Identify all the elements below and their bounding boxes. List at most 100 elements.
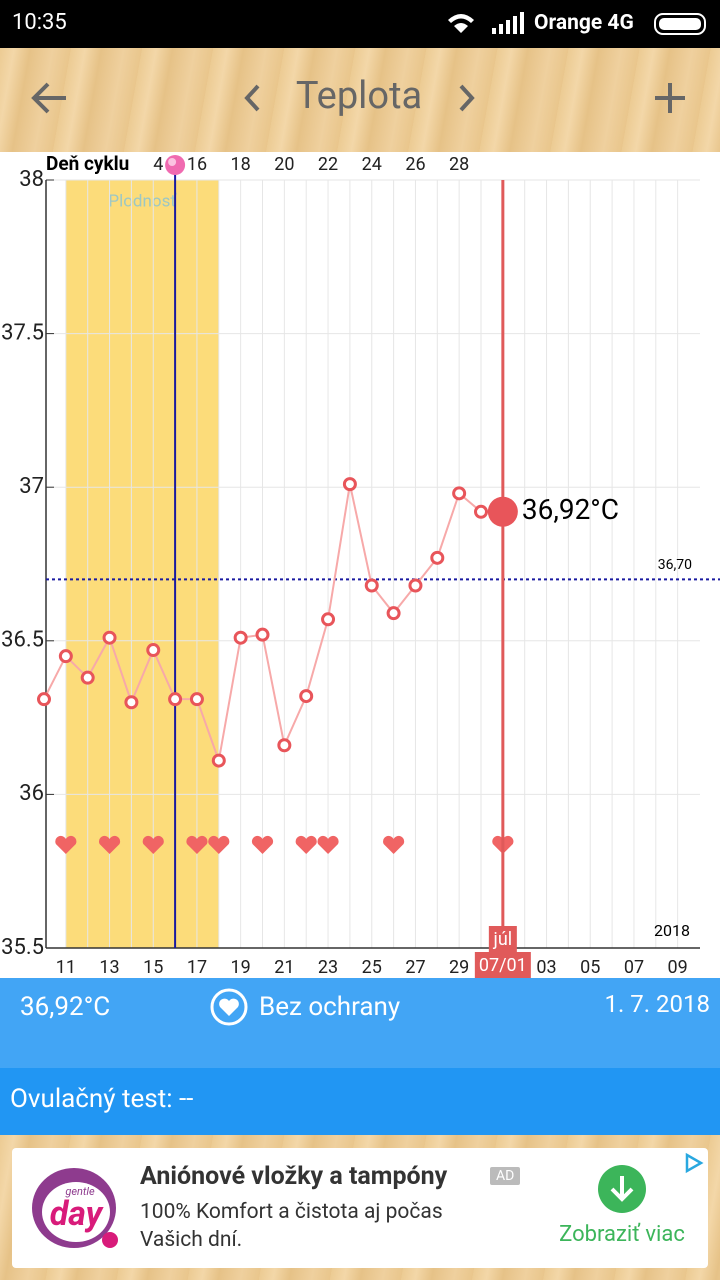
- ad-badge: AD: [490, 1167, 521, 1185]
- month-box: [488, 926, 517, 952]
- year-label: 2018: [654, 921, 690, 940]
- cycle-day-label: 16: [187, 154, 207, 175]
- x-tick-label: 25: [362, 957, 382, 978]
- prev-button[interactable]: [242, 82, 264, 114]
- ovulation-test-row[interactable]: Ovulačný test: --: [0, 1068, 720, 1135]
- cycle-day-label: 4: [153, 154, 163, 175]
- y-tick-label: 38: [19, 167, 44, 192]
- temperature-point: [430, 550, 445, 565]
- temperature-line: [43, 483, 503, 765]
- selected-point: [487, 496, 518, 527]
- cycle-day-label: 22: [318, 154, 338, 175]
- temperature-chart: Deň cyklu Plodnosť 35.5 36 36.5 37 37.5 38 36,7…: [0, 152, 720, 978]
- x-tick-label: 17: [187, 957, 207, 978]
- status-bar: 10:35 Orange 4G: [0, 0, 720, 48]
- temperature-point: [364, 578, 379, 593]
- top-axis-title: Deň cyklu: [46, 152, 129, 175]
- temperature-point: [168, 692, 183, 707]
- x-tick-label: 07/01: [479, 955, 527, 976]
- cycle-day-label: 18: [231, 154, 251, 175]
- status-time: 10:35: [12, 10, 67, 35]
- selected-date-box: [474, 952, 531, 978]
- ad-line: 100% Komfort a čistota aj počas: [140, 1200, 443, 1224]
- intercourse-heart: [55, 835, 77, 854]
- y-tick-label: 35.5: [1, 935, 44, 960]
- status-icons: [448, 12, 524, 34]
- back-button[interactable]: [30, 78, 70, 118]
- value-label: 36,92°C: [522, 493, 619, 526]
- x-tick-label: 11: [56, 957, 76, 978]
- temperature-point: [80, 670, 95, 685]
- status-carrier: Orange 4G: [534, 11, 634, 35]
- x-tick-label: 23: [318, 957, 338, 978]
- temperature-point: [189, 692, 204, 707]
- cycle-day-label: 20: [274, 154, 294, 175]
- y-tick-label: 37: [19, 474, 44, 499]
- intercourse-heart: [98, 835, 121, 854]
- summary-temperature: 36,92°C: [20, 992, 111, 1022]
- month-label: júl: [493, 929, 513, 950]
- intercourse-heart: [383, 835, 405, 854]
- temperature-point: [408, 578, 423, 593]
- x-tick-label: 13: [99, 957, 119, 978]
- next-button[interactable]: [456, 82, 478, 114]
- ovulation-marker: [165, 155, 186, 175]
- intercourse-heart: [186, 835, 208, 854]
- intercourse-heart: [295, 835, 317, 854]
- screen-title: Teplota: [295, 74, 423, 118]
- temperature-point: [58, 649, 73, 664]
- ad-download-icon: [598, 1165, 646, 1213]
- day-summary[interactable]: 36,92°C Bez ochrany 1. 7. 2018: [0, 978, 720, 1068]
- y-tick-label: 36: [19, 781, 44, 806]
- summary-protection: Bez ochrany: [259, 992, 401, 1022]
- x-tick-label: 19: [231, 957, 251, 978]
- fertile-label: Plodnosť: [108, 191, 177, 211]
- top-bar: Teplota: [0, 48, 720, 152]
- y-tick-label: 37.5: [1, 320, 44, 345]
- x-tick-label: 09: [668, 957, 688, 978]
- x-tick-label: 29: [449, 957, 469, 978]
- battery-icon: [654, 13, 706, 35]
- temperature-point: [124, 695, 139, 710]
- ad-logo-small: gentle: [65, 1185, 95, 1198]
- ad-banner[interactable]: gentle day Aniónové vložky a tampóny AD …: [12, 1148, 708, 1268]
- intercourse-heart: [142, 835, 164, 854]
- add-button[interactable]: [652, 80, 688, 116]
- temperature-point: [452, 486, 467, 501]
- temperature-point: [102, 630, 117, 645]
- intercourse-heart: [208, 835, 230, 854]
- ad-logo-text: day: [50, 1194, 105, 1234]
- protection-icon: [210, 988, 248, 1026]
- temperature-point: [474, 504, 488, 519]
- x-tick-label: 15: [143, 957, 163, 978]
- cover-line-label: 36,70: [658, 557, 692, 573]
- x-tick-label: 07: [624, 957, 644, 978]
- ad-title: Aniónové vložky a tampóny: [140, 1162, 448, 1191]
- temperature-point: [277, 738, 292, 753]
- intercourse-heart: [317, 835, 339, 854]
- x-tick-label: 03: [536, 957, 556, 978]
- ovulation-marker-shine: [168, 158, 177, 166]
- intercourse-heart: [251, 835, 274, 854]
- temperature-point: [146, 643, 161, 658]
- cycle-day-label: 28: [449, 154, 469, 175]
- x-tick-label: 21: [274, 957, 294, 978]
- y-tick-label: 36.5: [1, 628, 44, 653]
- ad-logo: gentle day: [32, 1168, 118, 1248]
- temperature-point: [386, 606, 401, 621]
- temperature-point: [37, 692, 51, 707]
- temperature-point: [211, 753, 226, 768]
- temperature-point: [342, 477, 357, 492]
- fertile-window: [65, 180, 219, 948]
- cycle-day-label: 24: [362, 154, 382, 175]
- temperature-point: [255, 627, 270, 642]
- ad-line: Vašich dní.: [140, 1228, 243, 1252]
- ad-choices-icon[interactable]: [682, 1152, 704, 1174]
- ovulation-test: Ovulačný test: --: [10, 1084, 194, 1114]
- temperature-point: [299, 689, 314, 704]
- cycle-day-label: 26: [405, 154, 425, 175]
- summary-date: 1. 7. 2018: [604, 990, 711, 1018]
- x-tick-label: 27: [405, 957, 425, 978]
- ad-button[interactable]: Zobraziť viac: [559, 1222, 685, 1247]
